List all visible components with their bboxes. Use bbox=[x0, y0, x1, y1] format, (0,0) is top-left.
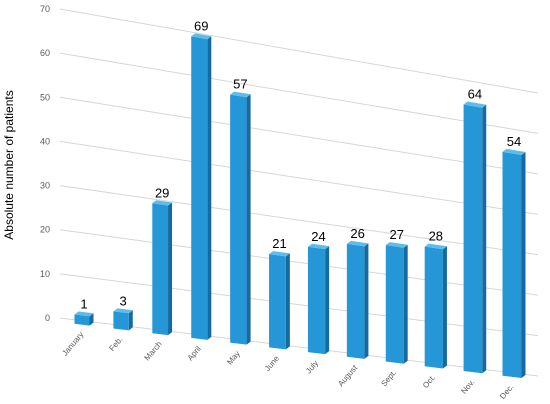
bar-side bbox=[521, 151, 526, 378]
x-tick-label: July bbox=[304, 359, 320, 376]
gridline bbox=[59, 317, 539, 377]
bar-front bbox=[307, 246, 326, 355]
data-label: 64 bbox=[468, 87, 482, 102]
data-label: 27 bbox=[389, 227, 403, 242]
bar bbox=[307, 243, 330, 355]
bar-side bbox=[442, 246, 447, 369]
y-tick-label: 50 bbox=[40, 92, 50, 102]
data-label: 54 bbox=[507, 134, 521, 149]
x-tick-label: Oct. bbox=[421, 373, 437, 390]
bar-side bbox=[403, 244, 408, 364]
x-tick-label: Nov. bbox=[459, 378, 476, 396]
bar-front bbox=[385, 245, 404, 364]
data-label: 28 bbox=[429, 229, 443, 244]
bar-top bbox=[463, 101, 487, 108]
x-tick-label: Sept. bbox=[379, 368, 398, 388]
y-tick-label: 60 bbox=[40, 48, 50, 58]
x-tick-label: August bbox=[336, 363, 359, 388]
y-tick-label: 30 bbox=[40, 181, 50, 191]
bar-front bbox=[191, 36, 208, 340]
bar-side bbox=[89, 313, 94, 326]
x-tick-label: May bbox=[225, 349, 242, 366]
bar-front bbox=[152, 203, 169, 336]
bar bbox=[424, 243, 447, 369]
bar-top bbox=[74, 311, 94, 317]
gridline bbox=[59, 273, 539, 337]
bar-side bbox=[364, 243, 369, 359]
bar bbox=[74, 311, 94, 326]
data-label: 1 bbox=[80, 296, 87, 311]
bar-front bbox=[74, 314, 90, 326]
bar-front bbox=[269, 254, 286, 350]
gridline bbox=[59, 96, 539, 175]
y-tick-label: 20 bbox=[40, 225, 50, 235]
gridline bbox=[59, 229, 539, 296]
bar-side bbox=[285, 253, 290, 350]
bar bbox=[385, 242, 408, 364]
bar bbox=[152, 200, 173, 336]
bar bbox=[346, 240, 369, 359]
bar-side bbox=[246, 94, 251, 345]
bar-top bbox=[385, 242, 408, 248]
bar-top bbox=[346, 240, 369, 247]
bar-side bbox=[168, 202, 173, 336]
data-label: 69 bbox=[194, 18, 208, 33]
x-tick-label: March bbox=[143, 340, 164, 363]
bar bbox=[463, 101, 487, 374]
bar-front bbox=[502, 151, 522, 378]
bar-front bbox=[346, 243, 365, 359]
bar bbox=[230, 91, 251, 345]
gridlines bbox=[59, 8, 539, 377]
y-axis-ticks: 0 10 20 30 40 50 60 70 bbox=[40, 4, 50, 323]
data-label: 29 bbox=[155, 185, 169, 200]
bar-side bbox=[482, 104, 487, 374]
bar-side bbox=[207, 36, 212, 340]
x-tick-label: Dec. bbox=[498, 382, 515, 400]
gridline bbox=[59, 52, 539, 134]
bar-top bbox=[424, 243, 447, 250]
bar-top bbox=[191, 33, 212, 40]
data-label: 3 bbox=[119, 293, 126, 308]
bar-side bbox=[325, 246, 330, 355]
bar-top bbox=[502, 148, 526, 155]
bar-side bbox=[128, 310, 133, 331]
y-tick-label: 10 bbox=[40, 269, 50, 279]
bar-top bbox=[307, 243, 330, 250]
x-tick-label: April bbox=[186, 344, 203, 362]
bar-front bbox=[230, 94, 247, 345]
bar-front bbox=[424, 246, 443, 369]
y-tick-label: 70 bbox=[40, 4, 50, 14]
bar-top bbox=[269, 251, 290, 257]
bar bbox=[502, 148, 526, 378]
x-tick-label: January bbox=[60, 330, 85, 358]
bar bbox=[269, 251, 290, 350]
data-label: 21 bbox=[272, 236, 286, 251]
bar-front bbox=[113, 311, 129, 331]
gridline bbox=[59, 8, 539, 94]
y-axis-title: Absolute number of patients bbox=[2, 90, 16, 239]
data-labels: 1 3 29 69 57 21 24 26 27 28 64 54 bbox=[80, 18, 521, 311]
y-tick-label: 0 bbox=[45, 313, 50, 323]
bar-top bbox=[152, 200, 173, 206]
bar-top bbox=[113, 308, 133, 314]
y-tick-label: 40 bbox=[40, 136, 50, 146]
gridline bbox=[59, 140, 539, 215]
x-tick-label: Feb. bbox=[107, 335, 124, 353]
bars bbox=[74, 33, 526, 378]
data-label: 24 bbox=[311, 229, 325, 244]
gridline bbox=[59, 185, 539, 256]
x-tick-label: June bbox=[263, 353, 281, 372]
bar bbox=[113, 308, 133, 331]
bar-top bbox=[230, 91, 251, 98]
data-label: 57 bbox=[233, 77, 247, 92]
bar-front bbox=[463, 104, 483, 374]
bar bbox=[191, 33, 212, 340]
data-label: 26 bbox=[350, 226, 364, 241]
